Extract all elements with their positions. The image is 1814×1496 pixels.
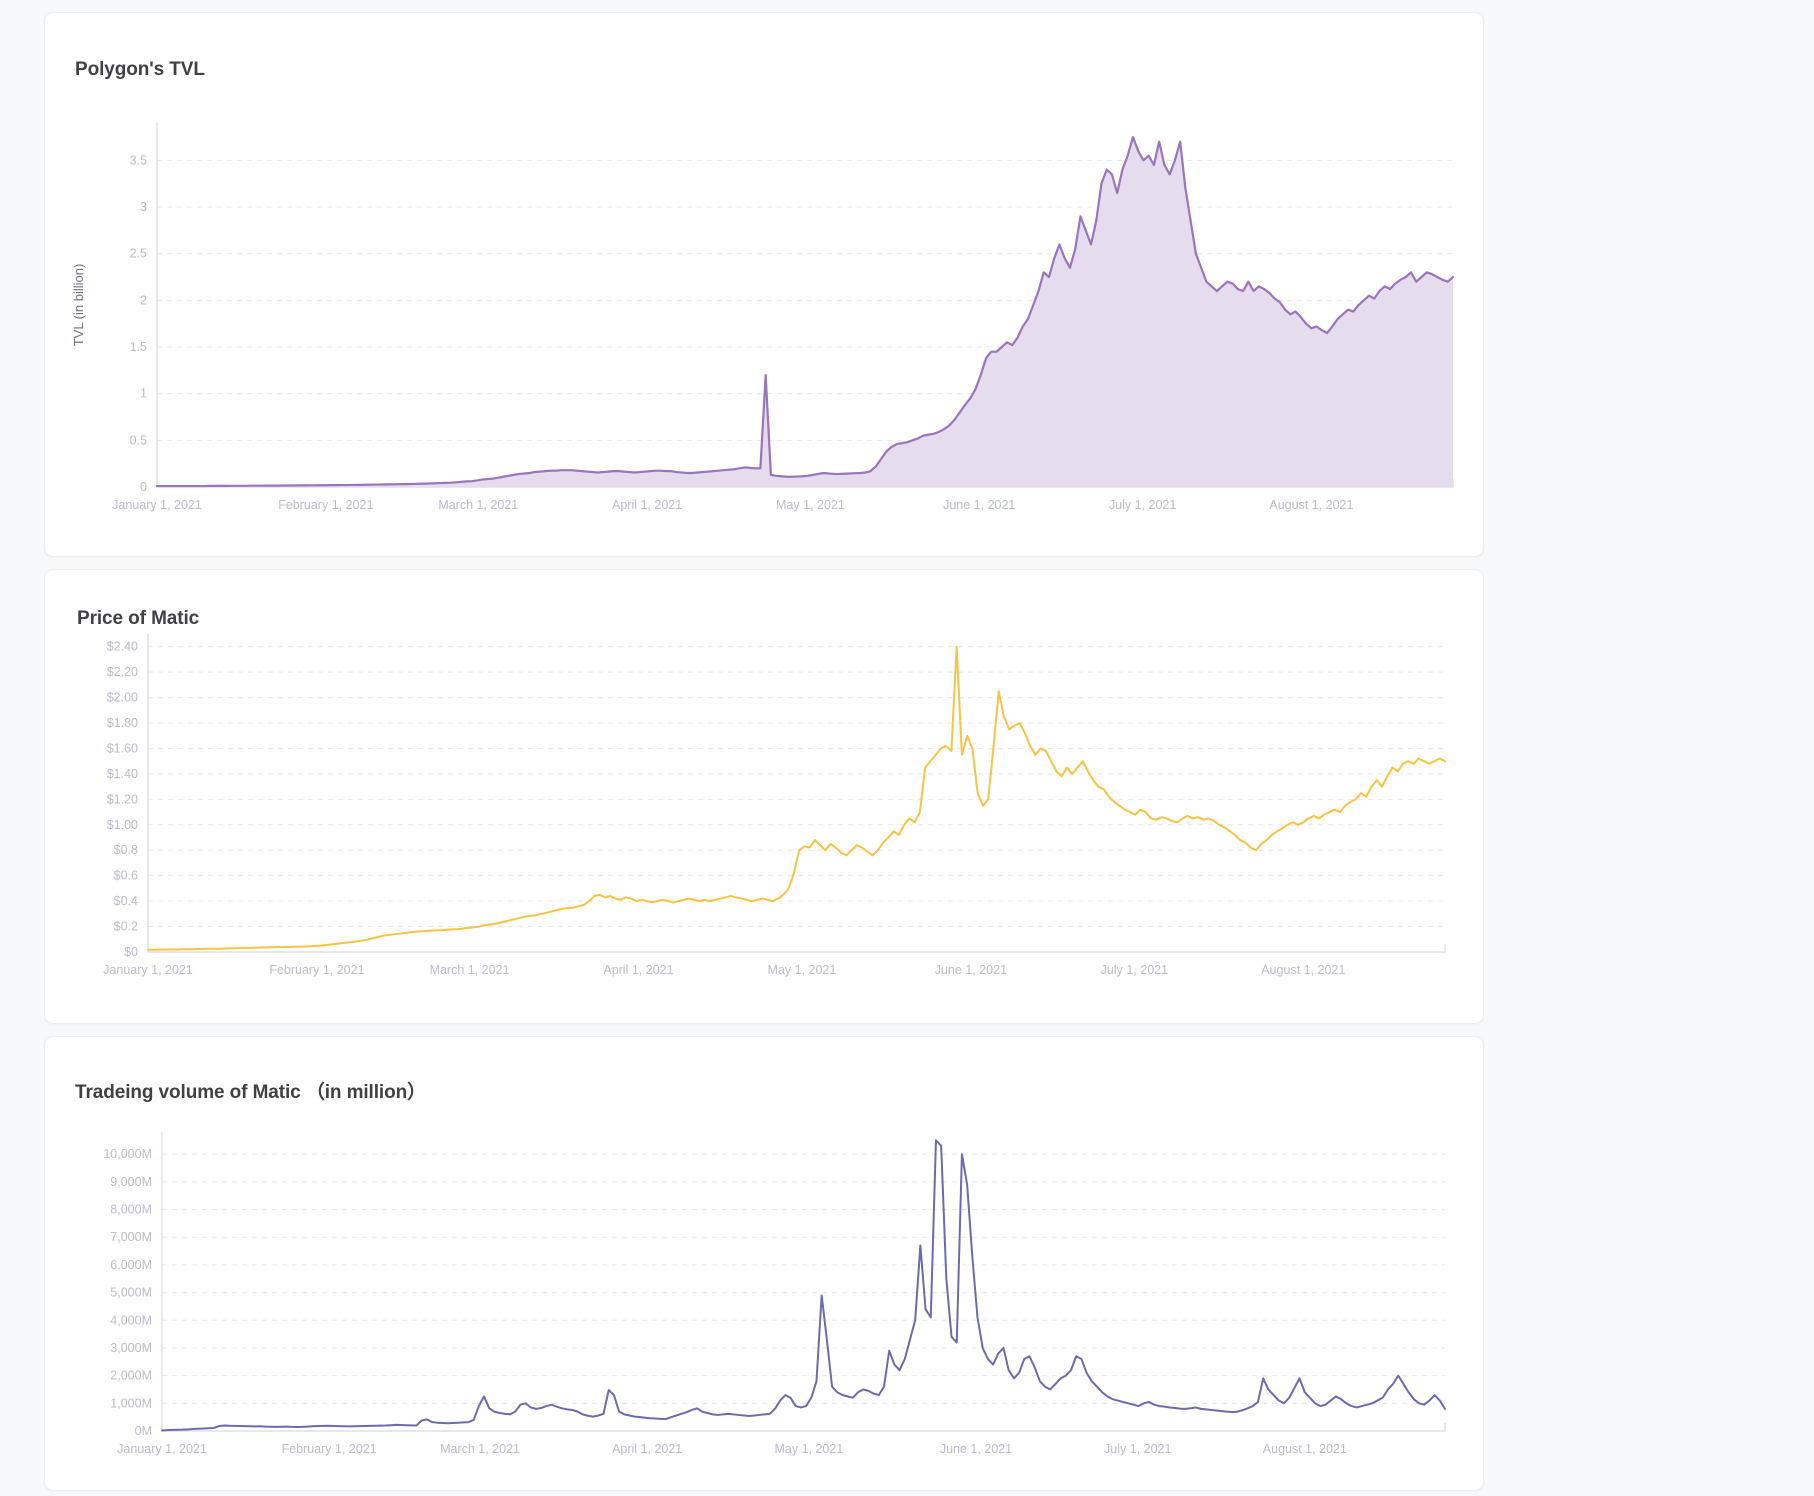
chart-price: $0 $0.2 $0.4 $0.6 $0.8 $1.00 $1.20 $1.40 $1.60 $1… (45, 570, 1483, 1023)
x-axis-tick-label: April 1, 2021 (612, 1442, 682, 1456)
x-axis-tick-label: August 1, 2021 (1263, 1442, 1347, 1456)
y-axis-tick-label: 10,000M (103, 1147, 152, 1161)
y-axis-tick-label: 8,000M (110, 1203, 152, 1217)
x-axis-tick-label: January 1, 2021 (103, 963, 193, 977)
y-axis-tick-label: $1.00 (107, 818, 138, 832)
y-axis-tick-label: 3,000M (110, 1341, 152, 1355)
x-axis-tick-label: April 1, 2021 (612, 498, 682, 512)
card-polygon-tvl: Polygon's TVL 0 0.5 1 1.5 2 2.5 3 3.5 January 1,… (44, 12, 1484, 557)
chart-series-line (147, 645, 1446, 951)
y-axis-tick-label: 6,000M (110, 1258, 152, 1272)
x-axis-tick-label: July 1, 2021 (1101, 963, 1168, 977)
chart-volume-svg: 0M 1,000M 2,000M 3,000M 4,000M 5,000M 6,000M 7,… (103, 1132, 1446, 1456)
y-axis-tick-label: $1.40 (107, 767, 138, 781)
y-axis-tick-label: 2 (140, 293, 147, 307)
chart-tvl-svg: 0 0.5 1 1.5 2 2.5 3 3.5 January 1, 2021 February … (71, 123, 1455, 512)
x-axis-tick-label: July 1, 2021 (1109, 498, 1176, 512)
x-axis-tick-label: June 1, 2021 (940, 1442, 1012, 1456)
y-axis-tick-label: $0.8 (114, 843, 138, 857)
x-axis-tick-label: May 1, 2021 (776, 498, 845, 512)
x-axis-tick-label: May 1, 2021 (768, 963, 837, 977)
x-axis-tick-label: August 1, 2021 (1261, 963, 1345, 977)
y-axis-tick-label: 2.5 (130, 247, 147, 261)
y-axis-tick-label: $2.00 (107, 691, 138, 705)
y-axis-title: TVL (in billion) (71, 264, 86, 347)
x-axis-tick-label: April 1, 2021 (603, 963, 673, 977)
chart-price-svg: $0 $0.2 $0.4 $0.6 $0.8 $1.00 $1.20 $1.40 $1.60 $1… (103, 634, 1446, 977)
y-axis-tick-label: $0.2 (114, 920, 138, 934)
y-axis-tick-label: $2.20 (107, 665, 138, 679)
y-axis-tick-label: 0 (140, 480, 147, 494)
card-trading-volume: Tradeing volume of Matic （in million） 0M… (44, 1036, 1484, 1491)
x-axis-tick-label: March 1, 2021 (438, 498, 518, 512)
x-axis-tick-label: May 1, 2021 (774, 1442, 843, 1456)
y-axis-tick-label: 5,000M (110, 1286, 152, 1300)
y-axis-tick-label: 3.5 (130, 153, 147, 167)
y-axis-tick-label: $1.60 (107, 741, 138, 755)
y-axis-tick-label: 0.5 (130, 433, 147, 447)
chart-series-line (161, 1139, 1446, 1432)
card-price-of-matic: Price of Matic $0 $0.2 $0.4 $0.6 $0.8 $1.00 $1… (44, 569, 1484, 1024)
x-axis-tick-label: January 1, 2021 (112, 498, 202, 512)
x-axis-tick-label: June 1, 2021 (935, 963, 1007, 977)
x-axis-tick-label: February 1, 2021 (282, 1442, 377, 1456)
chart-series-line (155, 135, 1455, 488)
x-axis-tick-label: February 1, 2021 (278, 498, 373, 512)
page-title-tvl: Polygon's TVL (75, 59, 205, 80)
x-axis-tick-label: March 1, 2021 (440, 1442, 520, 1456)
chart-area-fill (157, 137, 1453, 487)
y-axis-tick-label: $0.4 (114, 894, 138, 908)
y-axis-tick-label: 4,000M (110, 1313, 152, 1327)
y-axis-tick-label: $1.80 (107, 716, 138, 730)
y-axis-tick-label: 1 (140, 387, 147, 401)
y-axis-tick-label: 0M (135, 1424, 152, 1438)
y-axis-tick-label: $0 (124, 945, 138, 959)
y-axis-tick-label: $1.20 (107, 792, 138, 806)
y-axis-tick-label: 2,000M (110, 1369, 152, 1383)
y-axis-tick-label: 9,000M (110, 1175, 152, 1189)
x-axis-tick-label: January 1, 2021 (117, 1442, 207, 1456)
x-axis-tick-label: February 1, 2021 (269, 963, 364, 977)
y-axis-tick-label: 3 (140, 200, 147, 214)
page-title-price: Price of Matic (77, 608, 200, 629)
page-title-volume: Tradeing volume of Matic （in million） (75, 1082, 427, 1103)
x-axis-tick-label: June 1, 2021 (943, 498, 1015, 512)
x-axis-tick-label: March 1, 2021 (430, 963, 510, 977)
x-axis-tick-label: July 1, 2021 (1104, 1442, 1171, 1456)
y-axis-tick-label: $0.6 (114, 869, 138, 883)
y-axis-tick-label: $2.40 (107, 640, 138, 654)
chart-volume: 0M 1,000M 2,000M 3,000M 4,000M 5,000M 6,000M 7,… (45, 1037, 1483, 1490)
y-axis-tick-label: 1,000M (110, 1396, 152, 1410)
y-axis-tick-label: 7,000M (110, 1230, 152, 1244)
y-axis-tick-label: 1.5 (130, 340, 147, 354)
x-axis-tick-label: August 1, 2021 (1269, 498, 1353, 512)
chart-tvl: 0 0.5 1 1.5 2 2.5 3 3.5 January 1, 2021 February … (45, 13, 1483, 556)
